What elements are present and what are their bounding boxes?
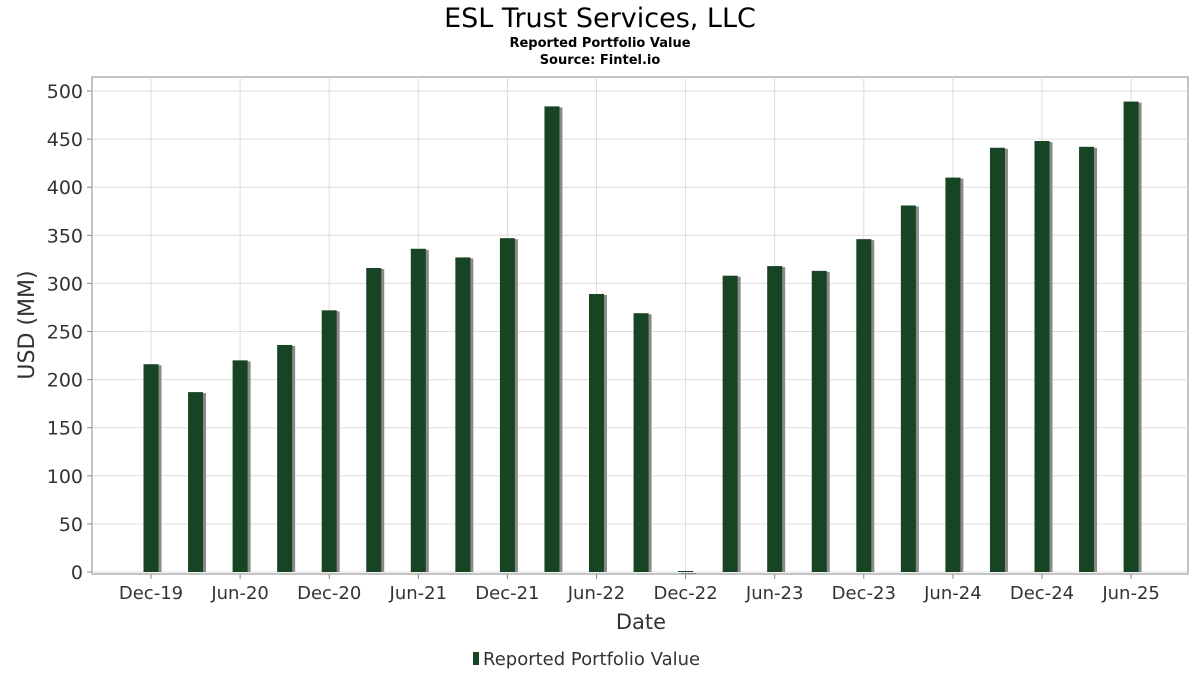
bar — [366, 268, 382, 572]
bar — [678, 571, 694, 572]
chart-source: Source: Fintel.io — [540, 53, 661, 68]
bar — [722, 275, 738, 572]
bar — [900, 205, 916, 572]
chart-subtitle: Reported Portfolio Value — [509, 36, 690, 51]
x-tick-label: Dec-23 — [832, 583, 896, 604]
y-tick-label: 450 — [47, 129, 83, 151]
bar — [1123, 101, 1139, 572]
y-tick-label: 400 — [47, 177, 83, 199]
bar — [544, 106, 560, 572]
bar — [633, 313, 649, 572]
bar — [767, 266, 783, 572]
y-tick-label: 250 — [47, 322, 83, 344]
bar — [143, 364, 159, 572]
x-tick-label: Dec-21 — [475, 583, 539, 604]
legend-swatch — [473, 652, 479, 665]
y-tick-label: 500 — [47, 81, 83, 103]
legend-label: Reported Portfolio Value — [483, 649, 700, 670]
x-tick-label: Jun-21 — [389, 583, 448, 604]
bar — [1079, 146, 1095, 572]
bar — [1034, 141, 1050, 573]
y-tick-label: 150 — [47, 418, 83, 440]
bar — [321, 310, 337, 572]
y-axis-ticks: 0 50 100 150 200 250 300 350 400 450 500 — [47, 81, 92, 584]
bar — [455, 257, 471, 572]
x-tick-label: Jun-23 — [745, 583, 804, 604]
x-tick-label: Dec-24 — [1010, 583, 1074, 604]
x-axis-label: Date — [616, 610, 666, 634]
bar — [499, 238, 515, 572]
legend: Reported Portfolio Value — [473, 649, 700, 670]
bar — [589, 293, 604, 572]
bar — [277, 344, 293, 572]
bar — [945, 177, 961, 572]
bar — [188, 392, 204, 572]
y-tick-label: 300 — [47, 273, 83, 295]
x-tick-label: Jun-25 — [1101, 583, 1160, 604]
x-axis-ticks: Dec-19 Jun-20 Dec-20 Jun-21 Dec-21 Jun-22 Dec-… — [119, 574, 1160, 604]
x-tick-label: Dec-20 — [297, 583, 361, 604]
y-axis-label: USD (MM) — [15, 270, 40, 379]
y-tick-label: 350 — [47, 225, 83, 247]
x-tick-label: Jun-24 — [923, 583, 982, 604]
bars — [143, 101, 1142, 574]
y-tick-label: 200 — [47, 370, 83, 392]
y-tick-label: 50 — [59, 514, 83, 536]
x-tick-label: Jun-22 — [567, 583, 626, 604]
bar-shadow — [681, 573, 697, 574]
y-tick-label: 100 — [47, 466, 83, 488]
bar — [811, 270, 827, 572]
x-tick-label: Dec-19 — [119, 583, 183, 604]
x-tick-label: Jun-20 — [210, 583, 269, 604]
x-tick-label: Dec-22 — [653, 583, 717, 604]
bar — [232, 360, 248, 572]
bar — [989, 147, 1005, 572]
bar — [856, 239, 872, 572]
y-tick-label: 0 — [71, 562, 83, 584]
chart-title: ESL Trust Services, LLC — [444, 3, 756, 34]
bar — [410, 248, 426, 572]
